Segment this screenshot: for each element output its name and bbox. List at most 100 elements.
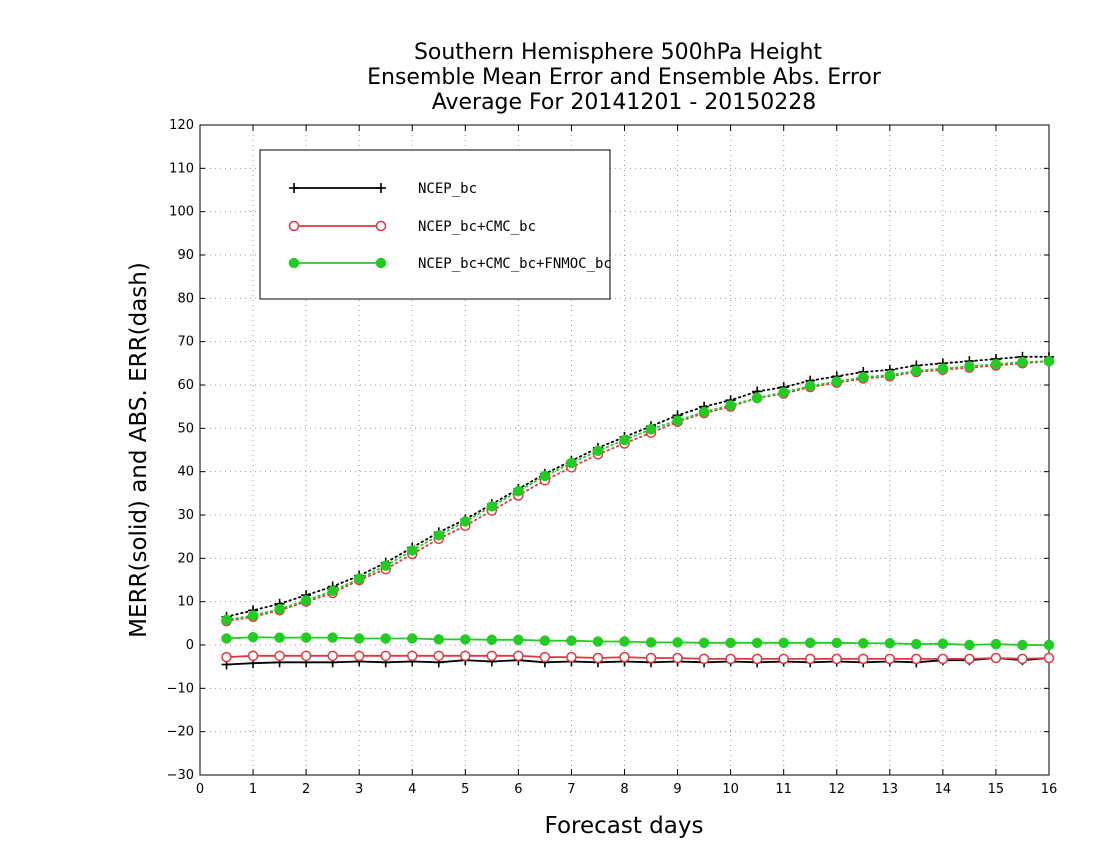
- merr-point: [884, 638, 896, 649]
- x-tick-label: 8: [620, 782, 628, 797]
- y-axis: −30 −20 −10 0 10 20 30 40 50 60 70 80 90 100 110 120: [167, 118, 1049, 783]
- merr-point: [804, 653, 816, 665]
- x-tick-label: 7: [567, 782, 575, 797]
- merr-point: [566, 651, 577, 663]
- abs-err-point: [937, 363, 949, 374]
- merr-point: [300, 650, 312, 662]
- x-tick-label: 10: [722, 782, 739, 797]
- abs-err-point: [884, 369, 896, 381]
- legend-label: NCEP_bc+CMC_bc: [418, 219, 536, 235]
- merr-point: [592, 652, 604, 664]
- y-tick-label: 80: [177, 291, 194, 306]
- legend-item-3: NCEP_bc+CMC_bc+FNMOC_bc: [288, 256, 612, 272]
- abs-err-point: [433, 530, 445, 541]
- abs-err-point: [513, 485, 524, 497]
- merr-point: [804, 637, 816, 649]
- abs-err-point: [353, 573, 365, 584]
- abs-err-point: [1043, 355, 1055, 367]
- x-tick-label: 14: [935, 782, 952, 797]
- y-tick-label: −30: [167, 768, 194, 783]
- abs-err-point: [592, 445, 604, 457]
- series-layer: [221, 351, 1055, 670]
- x-tick-label: 0: [196, 782, 204, 797]
- y-tick-label: −10: [167, 681, 194, 696]
- abs-err-point: [858, 371, 869, 383]
- abs-err-point: [990, 358, 1002, 370]
- chart-title-line-2: Ensemble Mean Error and Ensemble Abs. Er…: [367, 65, 882, 90]
- merr-point: [964, 639, 975, 651]
- abs-err-point: [964, 361, 975, 372]
- abs-err-point: [751, 392, 763, 404]
- abs-err-point: [221, 614, 232, 626]
- y-axis-label: MERR(solid) and ABS. ERR(dash): [126, 262, 152, 638]
- y-tick-label: 100: [169, 205, 194, 220]
- y-tick-label: −20: [167, 725, 194, 740]
- abs-err-point: [327, 585, 338, 597]
- merr-point: [433, 650, 445, 662]
- x-tick-label: 16: [1041, 782, 1058, 797]
- merr-point: [513, 650, 524, 662]
- merr-point: [460, 650, 471, 662]
- legend-marker: [288, 220, 300, 232]
- x-axis-label: Forecast days: [545, 813, 704, 839]
- legend-item-1: NCEP_bc: [289, 181, 477, 197]
- merr-point: [513, 634, 524, 646]
- merr-point: [937, 653, 949, 665]
- merr-point: [353, 650, 365, 662]
- merr-point: [858, 653, 869, 665]
- merr-point: [778, 637, 789, 649]
- merr-point: [566, 635, 577, 646]
- x-tick-label: 3: [355, 782, 363, 797]
- merr-point: [698, 653, 710, 665]
- grid: [200, 125, 1049, 775]
- merr-point: [592, 636, 604, 647]
- x-tick-label: 5: [461, 782, 469, 797]
- merr-point: [990, 638, 1002, 650]
- y-tick-label: 60: [177, 378, 194, 393]
- abs-err-point: [831, 376, 842, 387]
- y-tick-label: 70: [177, 335, 194, 350]
- legend: NCEP_bc NCEP_bc+CMC_bc NCEP_bc+CMC_bc+FNMO…: [259, 149, 612, 300]
- merr-point: [407, 633, 418, 644]
- y-tick-label: 40: [177, 465, 194, 480]
- series-3: [221, 355, 1055, 651]
- abs-err-point: [698, 406, 710, 418]
- merr-point: [725, 637, 736, 649]
- abs-err-point: [778, 387, 789, 398]
- merr-point: [407, 650, 418, 662]
- abs-err-point: [380, 560, 391, 571]
- x-tick-label: 11: [775, 782, 792, 797]
- merr-point: [990, 652, 1002, 664]
- merr-point: [698, 637, 710, 649]
- x-axis: 0 1 2 3 4 5 6 7 8 9 10 11 12 13 14 15 16: [196, 125, 1057, 797]
- merr-point: [300, 632, 312, 643]
- abs-err-point: [460, 516, 471, 527]
- x-tick-label: 12: [828, 782, 845, 797]
- legend-label: NCEP_bc: [418, 181, 477, 197]
- y-tick-label: 30: [177, 508, 194, 523]
- merr-point: [539, 635, 551, 646]
- abs-err-point: [274, 603, 285, 615]
- legend-marker: [289, 183, 299, 193]
- merr-point: [221, 651, 232, 663]
- merr-point: [911, 638, 922, 650]
- merr-point: [247, 650, 259, 662]
- abs-err-point: [247, 610, 259, 621]
- merr-point: [964, 653, 975, 665]
- abs-err-point: [619, 434, 630, 446]
- abs-err-point: [645, 423, 657, 435]
- merr-point: [1017, 653, 1028, 665]
- merr-point: [380, 633, 391, 644]
- legend-box: [259, 149, 611, 300]
- abs-err-point: [725, 400, 736, 411]
- x-tick-label: 6: [514, 782, 522, 797]
- legend-item-2: NCEP_bc+CMC_bc: [288, 219, 536, 235]
- merr-point: [327, 650, 338, 662]
- abs-err-point: [300, 595, 312, 606]
- legend-marker: [375, 220, 387, 232]
- merr-point: [858, 638, 869, 649]
- merr-point: [274, 632, 285, 643]
- y-tick-label: 50: [177, 421, 194, 436]
- merr-point: [486, 650, 498, 662]
